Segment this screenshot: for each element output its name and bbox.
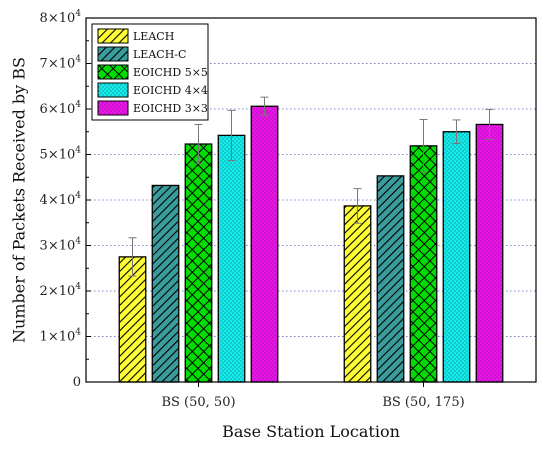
gridlines — [86, 63, 536, 337]
y-tick-label-exponent: 4 — [75, 282, 81, 292]
y-tick-label-base: 3×10 — [40, 239, 76, 254]
y-tick-label-exponent: 4 — [75, 55, 81, 65]
y-tick-label: 1×104 — [40, 328, 82, 345]
x-axis-title: Base Station Location — [222, 422, 400, 441]
x-axis-ticks: BS (50, 50) BS (50, 175) — [161, 382, 465, 410]
legend-swatch-outline — [97, 100, 129, 116]
y-tick-label-base: 4×10 — [40, 193, 76, 208]
y-axis-title: Number of Packets Received by BS — [10, 57, 29, 343]
y-tick-label: 3×104 — [40, 237, 82, 254]
legend-swatch-outline — [97, 28, 129, 44]
y-tick-label-base: 1×10 — [40, 330, 76, 345]
y-tick-label-exponent: 4 — [75, 100, 81, 110]
legend-label: EOICHD 5×5 — [133, 66, 208, 79]
y-tick-label-base: 2×10 — [40, 284, 76, 299]
bar-outline — [409, 145, 438, 383]
bar-outline — [151, 184, 180, 383]
bar-outline — [442, 131, 471, 383]
y-tick-label: 2×104 — [40, 282, 82, 299]
legend: LEACH LEACH-C EOICHD 5×5 EOICHD 4×4 EOICHD 3… — [91, 23, 209, 121]
legend-label: EOICHD 3×3 — [133, 102, 208, 115]
y-tick-label: 5×104 — [40, 146, 82, 163]
y-axis-ticks: 01×1042×1043×1044×1045×1046×1047×1048×10… — [40, 9, 91, 390]
bar-outline — [118, 256, 147, 383]
legend-swatch-outline — [97, 46, 129, 62]
bar-outline — [475, 123, 504, 383]
y-tick-label-base: 0 — [73, 375, 81, 390]
legend-swatch-outline — [97, 82, 129, 98]
y-tick-label-exponent: 4 — [75, 191, 81, 201]
error-bars — [128, 96, 494, 277]
legend-label: LEACH — [133, 30, 174, 43]
bar-outline — [250, 105, 279, 383]
y-tick-label-base: 7×10 — [40, 57, 76, 72]
bar-outline — [376, 175, 405, 383]
y-tick-label-exponent: 4 — [75, 9, 81, 19]
y-tick-label: 6×104 — [40, 100, 82, 117]
x-tick-label: BS (50, 175) — [382, 395, 464, 410]
bar-outline — [343, 205, 372, 383]
y-tick-label-exponent: 4 — [75, 237, 81, 247]
y-tick-label-base: 5×10 — [40, 148, 76, 163]
bar-outline — [217, 134, 246, 383]
bar-outline — [184, 143, 213, 383]
legend-label: LEACH-C — [133, 48, 186, 61]
y-tick-label-base: 6×10 — [40, 102, 76, 117]
legend-label: EOICHD 4×4 — [133, 84, 208, 97]
y-tick-label-exponent: 4 — [75, 328, 81, 338]
y-tick-label-base: 8×10 — [40, 11, 76, 26]
y-tick-label: 7×104 — [40, 55, 82, 72]
x-tick-label: BS (50, 50) — [161, 395, 235, 410]
bars — [118, 105, 504, 383]
y-tick-label-exponent: 4 — [75, 146, 81, 156]
legend-swatch-outline — [97, 64, 129, 80]
y-tick-label: 0 — [73, 375, 81, 390]
y-tick-label: 4×104 — [40, 191, 82, 208]
y-tick-label: 8×104 — [40, 9, 82, 26]
